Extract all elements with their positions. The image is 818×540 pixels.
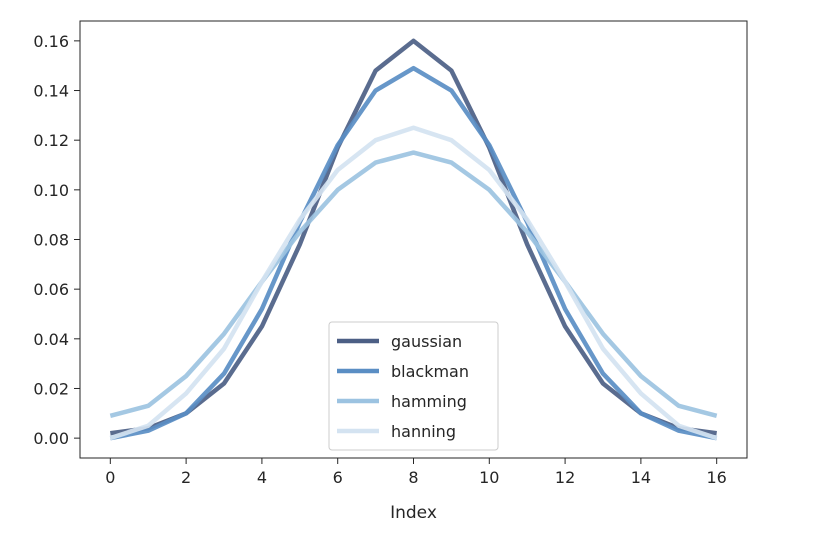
x-tick-label: 0 — [105, 468, 115, 487]
legend-label-hamming: hamming — [391, 392, 467, 411]
y-axis: 0.00 0.02 0.04 0.06 0.08 0.10 0.12 0.14 0.16 — [33, 32, 80, 448]
series-line-hamming — [109, 150, 718, 418]
series-line-gaussian — [110, 38, 717, 436]
legend-label-blackman: blackman — [391, 362, 469, 381]
x-tick-label: 6 — [333, 468, 343, 487]
x-axis: 0 2 4 6 8 10 12 14 16 — [105, 458, 727, 487]
legend: gaussian blackman hamming hanning — [328, 321, 499, 451]
legend-box — [328, 321, 499, 451]
series-line-hanning — [109, 125, 718, 441]
y-tick-label: 0.08 — [33, 231, 69, 250]
series-lines — [109, 38, 718, 441]
x-tick-label: 8 — [408, 468, 418, 487]
x-tick-label: 12 — [555, 468, 575, 487]
y-tick-label: 0.10 — [33, 181, 69, 200]
x-tick-label: 2 — [181, 468, 191, 487]
y-tick-label: 0.06 — [33, 280, 69, 299]
y-tick-label: 0.16 — [33, 32, 69, 51]
x-tick-label: 10 — [479, 468, 499, 487]
legend-label-gaussian: gaussian — [391, 332, 462, 351]
series-line-blackman — [109, 65, 718, 441]
y-tick-label: 0.14 — [33, 82, 69, 101]
y-tick-label: 0.04 — [33, 330, 69, 349]
y-tick-label: 0.00 — [33, 429, 69, 448]
y-tick-label: 0.12 — [33, 131, 69, 150]
y-tick-label: 0.02 — [33, 379, 69, 398]
x-tick-label: 14 — [631, 468, 651, 487]
x-tick-label: 4 — [257, 468, 267, 487]
legend-label-hanning: hanning — [391, 422, 456, 441]
x-axis-label: Index — [390, 503, 437, 523]
x-tick-label: 16 — [707, 468, 727, 487]
